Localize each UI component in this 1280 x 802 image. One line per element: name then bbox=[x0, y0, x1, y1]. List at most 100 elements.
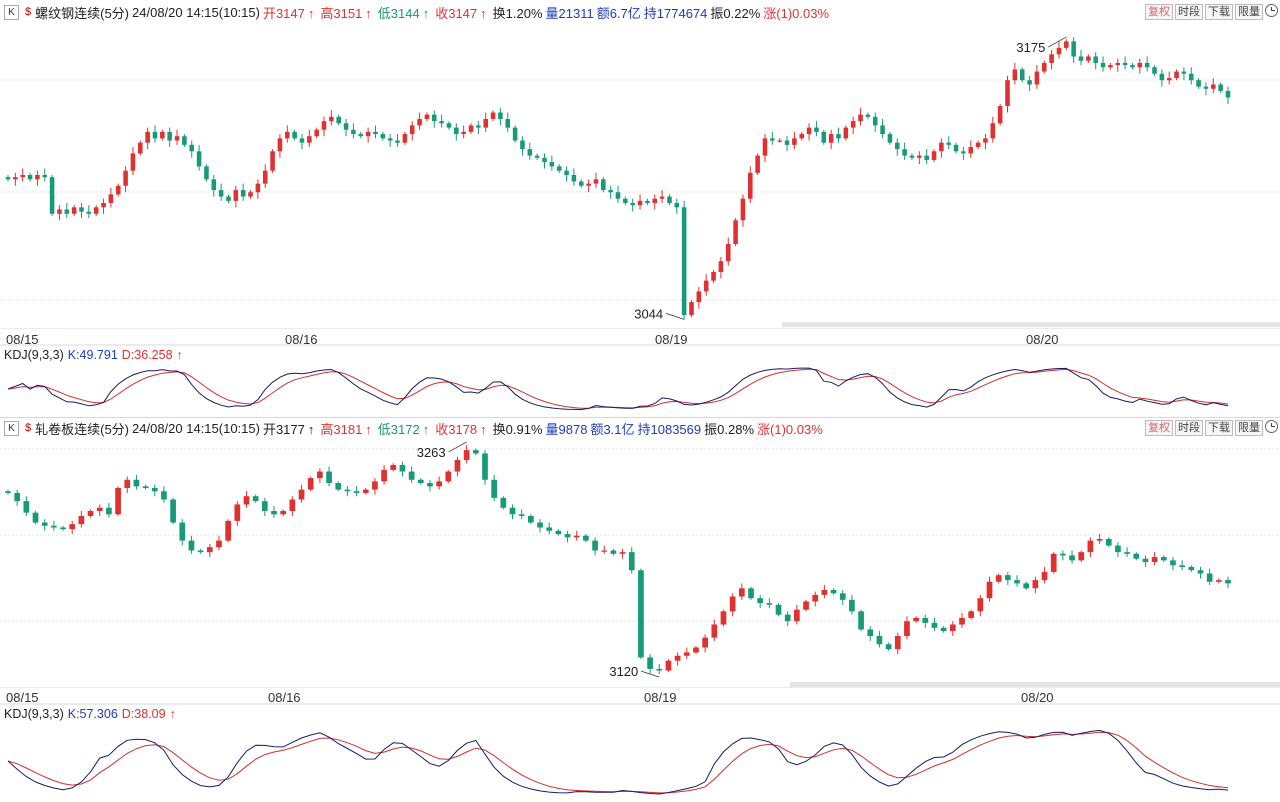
candle bbox=[619, 552, 626, 554]
candle bbox=[277, 138, 283, 152]
candle bbox=[500, 497, 507, 508]
candle bbox=[946, 142, 952, 145]
candle bbox=[555, 530, 562, 535]
candle bbox=[326, 471, 332, 484]
candle bbox=[87, 511, 94, 516]
candle bbox=[23, 501, 30, 513]
candle bbox=[1166, 78, 1172, 81]
candle bbox=[1019, 69, 1025, 81]
candle bbox=[86, 211, 92, 214]
kline-icon[interactable]: K bbox=[4, 4, 19, 20]
candle bbox=[42, 175, 48, 178]
candle bbox=[608, 190, 613, 193]
candle bbox=[1096, 538, 1103, 541]
download-button[interactable]: 下载 bbox=[1205, 4, 1233, 20]
clock-icon[interactable] bbox=[1265, 4, 1278, 17]
candle bbox=[69, 524, 76, 530]
candle bbox=[482, 453, 488, 480]
candle bbox=[160, 131, 165, 139]
close-value: 收3178 ↑ bbox=[435, 421, 487, 437]
candle bbox=[5, 177, 11, 180]
hold-value: 持1083569 bbox=[637, 421, 702, 437]
candle bbox=[528, 515, 534, 523]
candle bbox=[766, 603, 773, 605]
open-value: 开3147 ↑ bbox=[262, 5, 315, 21]
candle bbox=[1105, 538, 1112, 546]
candle bbox=[336, 116, 342, 124]
kdj-d-value: D:38.09 ↑ bbox=[121, 707, 176, 721]
candle bbox=[961, 151, 966, 154]
candle bbox=[372, 481, 378, 490]
candle bbox=[564, 170, 569, 175]
candle bbox=[830, 589, 837, 594]
symbol-switch-icon[interactable]: $ bbox=[25, 6, 32, 18]
candle bbox=[659, 196, 665, 199]
fuquan-button[interactable]: 复权 bbox=[1145, 4, 1173, 20]
candle bbox=[1211, 84, 1216, 89]
candle bbox=[757, 598, 764, 604]
candle bbox=[1152, 67, 1157, 74]
fuquan-button[interactable]: 复权 bbox=[1145, 420, 1173, 436]
candle bbox=[537, 522, 543, 528]
candle bbox=[601, 179, 606, 191]
candle bbox=[571, 175, 577, 182]
period-button[interactable]: 时段 bbox=[1175, 4, 1203, 20]
candle bbox=[1196, 80, 1201, 87]
high-value: 高3151 ↑ bbox=[320, 5, 372, 21]
candle bbox=[64, 209, 70, 214]
candle bbox=[729, 596, 736, 612]
candle bbox=[1124, 552, 1130, 554]
candle bbox=[161, 491, 167, 500]
candle bbox=[894, 636, 901, 650]
candle bbox=[483, 118, 488, 128]
candle bbox=[1005, 575, 1011, 581]
candle bbox=[983, 138, 988, 143]
candle bbox=[270, 151, 275, 171]
panel2-date-axis bbox=[0, 687, 1280, 705]
candle bbox=[491, 479, 498, 498]
candle bbox=[5, 491, 11, 493]
candle bbox=[968, 611, 975, 618]
candle bbox=[490, 112, 496, 119]
period-button[interactable]: 时段 bbox=[1175, 420, 1203, 436]
candle bbox=[702, 637, 708, 648]
candle bbox=[858, 114, 863, 122]
kdj-label: KDJ(9,3,3) bbox=[4, 707, 64, 721]
candle bbox=[647, 657, 653, 669]
panel2-scrollbar[interactable] bbox=[790, 682, 1280, 687]
candle bbox=[20, 175, 25, 178]
download-button[interactable]: 下载 bbox=[1205, 420, 1233, 436]
limit-button[interactable]: 限量 bbox=[1235, 4, 1263, 20]
kdj-d-line bbox=[7, 731, 1229, 794]
candle bbox=[836, 134, 841, 139]
candle bbox=[667, 196, 672, 204]
candle bbox=[292, 131, 297, 139]
candle bbox=[770, 138, 775, 141]
candle bbox=[1142, 558, 1149, 562]
candle bbox=[108, 194, 114, 204]
candle bbox=[803, 601, 809, 610]
candle bbox=[353, 491, 360, 493]
candle bbox=[197, 550, 204, 553]
candle bbox=[1049, 54, 1054, 63]
candle bbox=[665, 660, 672, 671]
candle bbox=[280, 511, 287, 515]
candle bbox=[1206, 573, 1213, 582]
candle bbox=[645, 200, 650, 204]
candle bbox=[1174, 71, 1179, 79]
panel1-candlestick-chart[interactable]: 3175 3044 bbox=[0, 22, 1280, 328]
panel2-candlestick-chart[interactable]: 3263 3120 bbox=[0, 437, 1280, 687]
symbol-switch-icon[interactable]: $ bbox=[25, 422, 32, 434]
panel1-scrollbar[interactable] bbox=[782, 322, 1280, 327]
candle bbox=[674, 655, 681, 661]
candle bbox=[1087, 540, 1094, 553]
candle bbox=[997, 106, 1003, 124]
limit-button[interactable]: 限量 bbox=[1235, 420, 1263, 436]
clock-icon[interactable] bbox=[1265, 420, 1278, 433]
candle bbox=[130, 153, 136, 171]
candle bbox=[1188, 73, 1194, 81]
candle bbox=[362, 489, 369, 493]
panel2-kdj-legend: KDJ(9,3,3) K:57.306 D:38.09 ↑ bbox=[0, 705, 184, 723]
candle bbox=[733, 220, 738, 244]
kline-icon[interactable]: K bbox=[4, 420, 19, 436]
